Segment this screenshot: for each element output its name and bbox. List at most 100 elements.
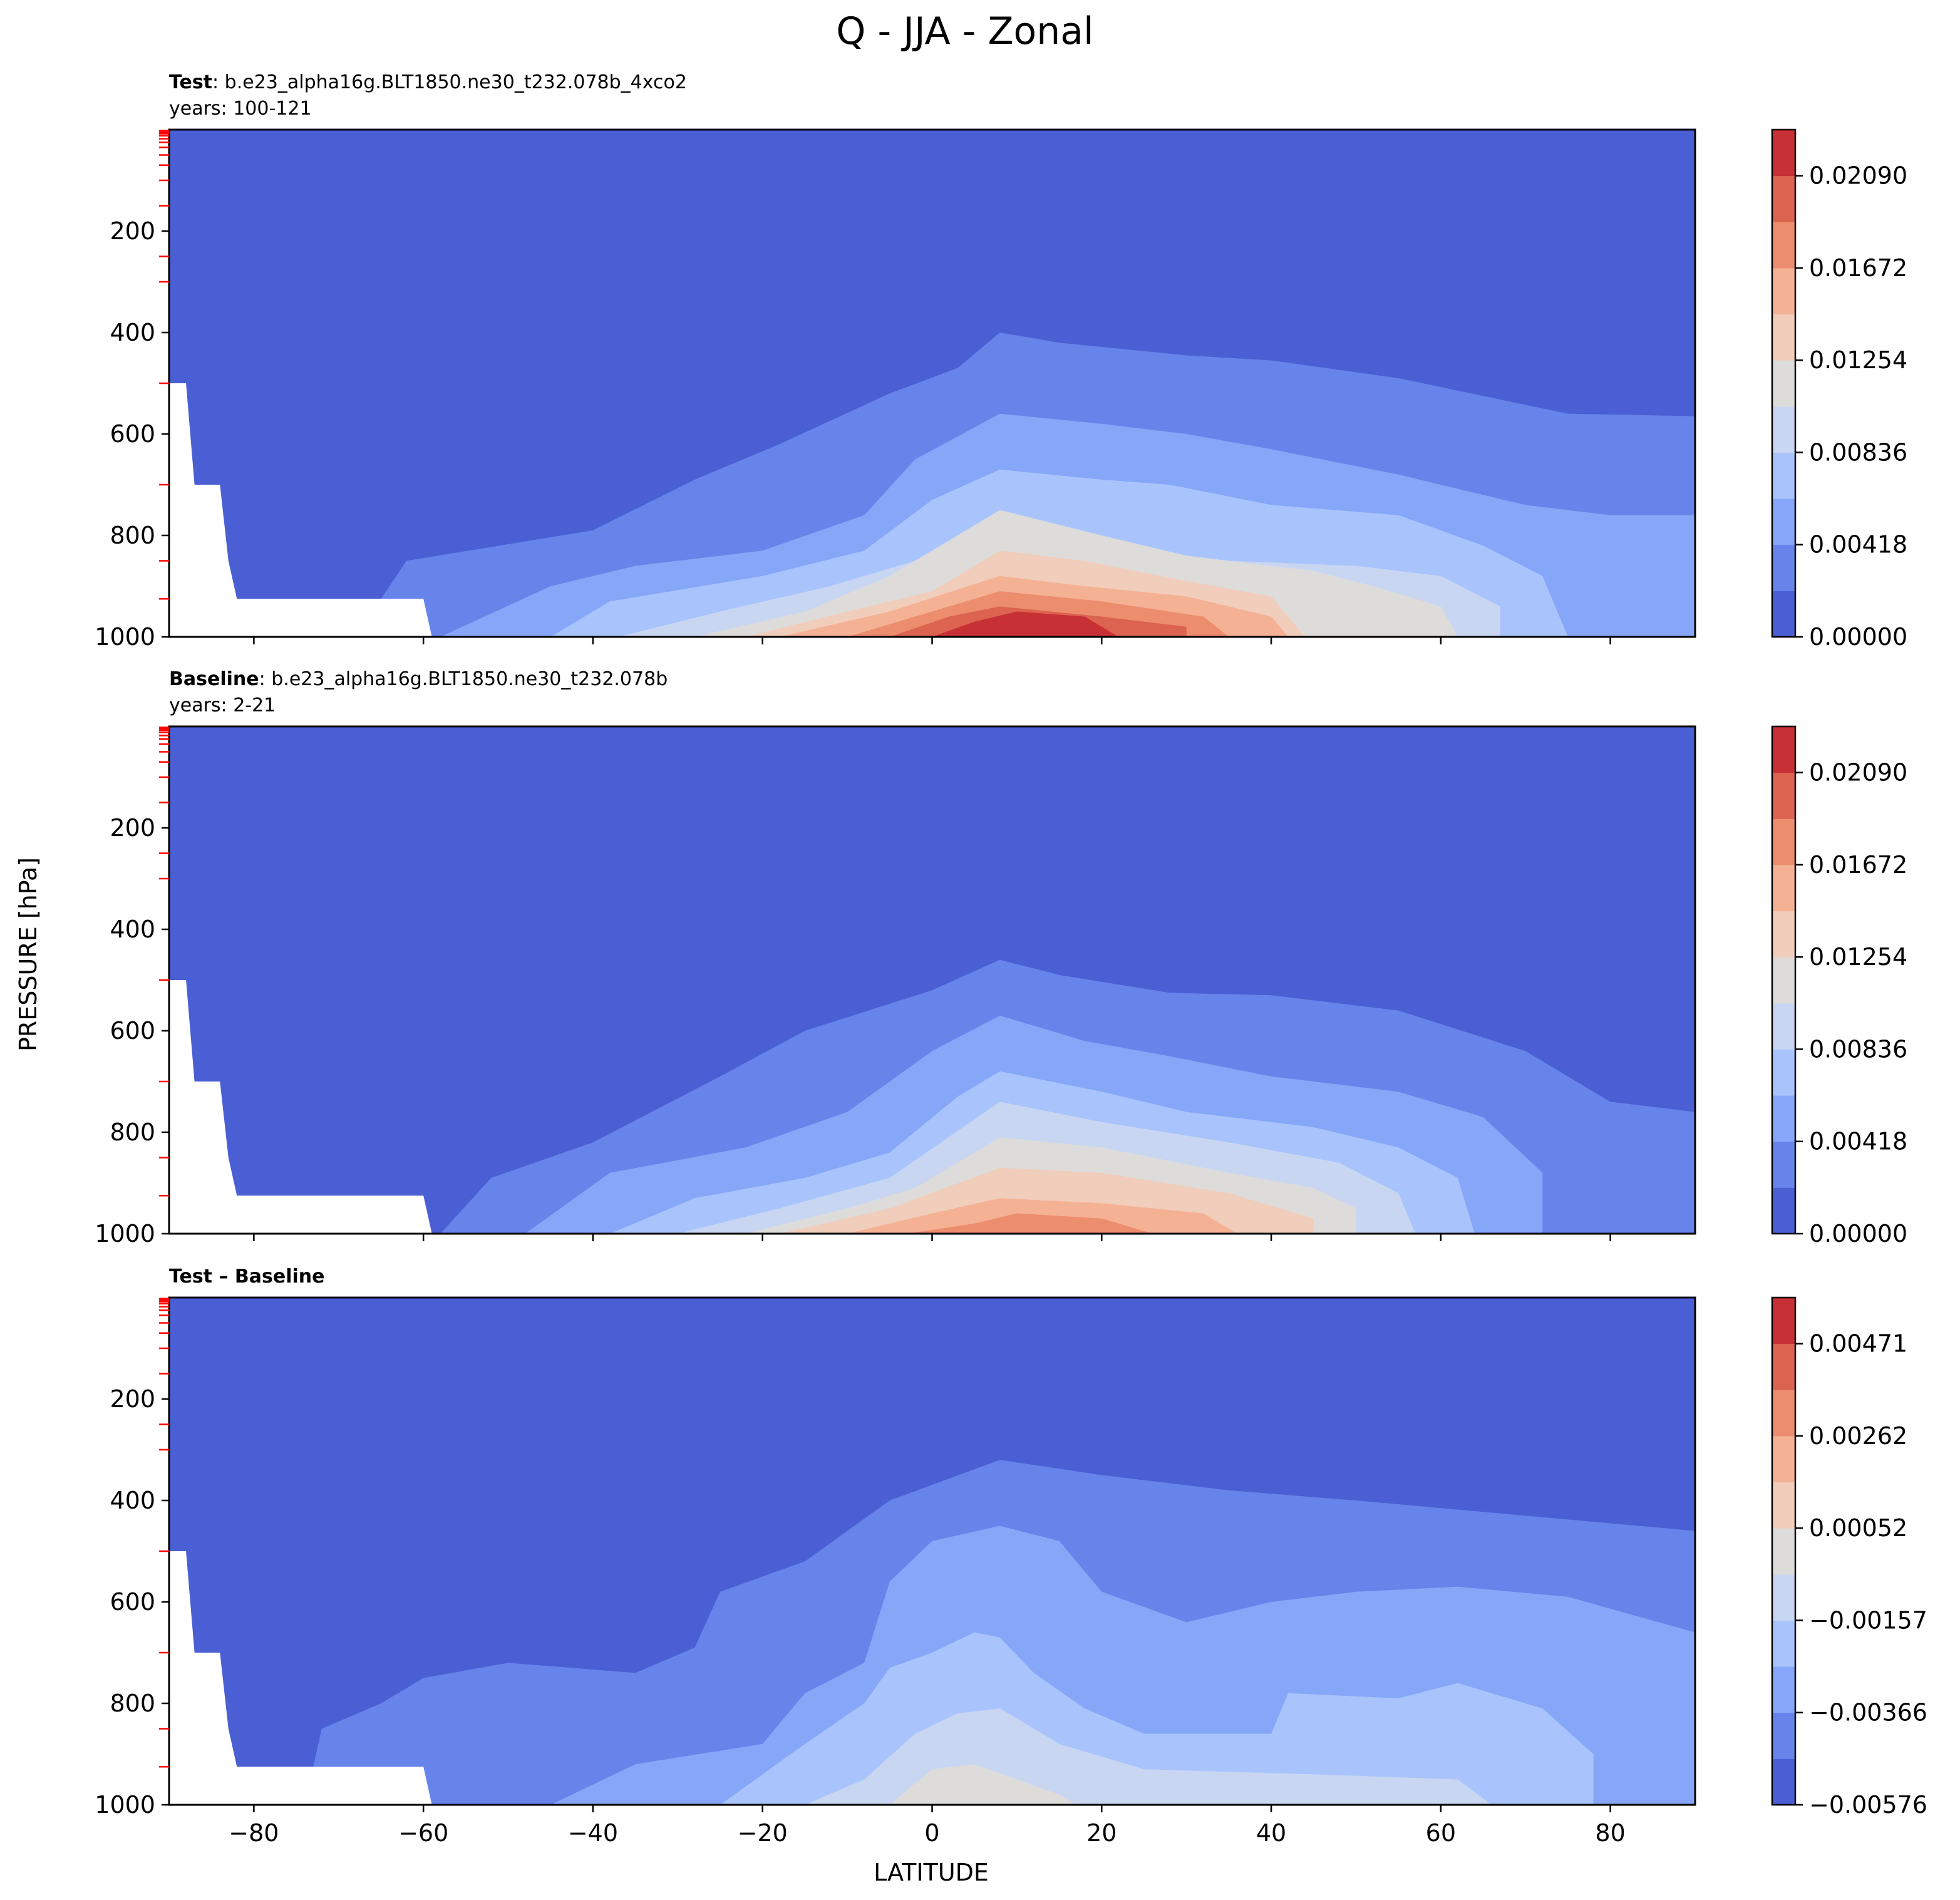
y-tick-label: 400: [110, 319, 155, 346]
colorbar-segment: [1772, 957, 1795, 1004]
y-tick-label: 800: [110, 1690, 155, 1717]
colorbar-segment: [1772, 175, 1795, 222]
colorbar-segment: [1772, 406, 1795, 453]
colorbar-tick-label: 0.02090: [1809, 162, 1907, 190]
y-tick-label: 200: [110, 217, 155, 245]
colorbar-segment: [1772, 1298, 1795, 1345]
colorbar-segment: [1772, 1758, 1795, 1805]
colorbar-tick-label: 0.00262: [1809, 1422, 1907, 1450]
colorbar-segment: [1772, 1343, 1795, 1390]
contour-level-5: [889, 1764, 1076, 1805]
colorbar-tick-label: −0.00576: [1809, 1791, 1927, 1819]
colorbar-tick-label: 0.01672: [1809, 851, 1907, 879]
colorbar-segment: [1772, 772, 1795, 819]
contour-level-10: [932, 611, 1119, 637]
topography-mask: [169, 383, 432, 637]
colorbar-frame: [1771, 725, 1797, 1235]
x-tick-label: 80: [1595, 1819, 1625, 1847]
colorbar-tick-label: 0.00000: [1809, 623, 1907, 651]
contour-fills: [169, 130, 1695, 637]
x-tick-label: −20: [738, 1819, 788, 1847]
colorbar-tick-label: −0.00157: [1809, 1606, 1927, 1634]
colorbar-segment: [1772, 911, 1795, 958]
y-tick-label: 800: [110, 522, 155, 549]
x-tick-label: 40: [1256, 1819, 1286, 1847]
panel-subtitle: Test: b.e23_alpha16g.BLT1850.ne30_t232.0…: [169, 71, 687, 93]
colorbar-segment: [1772, 1482, 1795, 1529]
colorbar-tick-label: 0.00471: [1809, 1330, 1907, 1358]
colorbar-segment: [1772, 1187, 1795, 1234]
panel-subtitle-bold: Baseline: [169, 668, 259, 690]
panel-subtitle-case: : b.e23_alpha16g.BLT1850.ne30_t232.078b_…: [212, 71, 687, 93]
y-tick-label: 200: [110, 814, 155, 842]
colorbar-segment: [1772, 1574, 1795, 1621]
colorbar-segment: [1772, 360, 1795, 407]
contour-level-8: [906, 1213, 1153, 1234]
colorbar-segment: [1772, 1141, 1795, 1188]
colorbar-segment: [1772, 1435, 1795, 1483]
colorbar-tick-label: 0.00836: [1809, 438, 1907, 466]
y-tick-label: 1000: [95, 1791, 155, 1819]
figure-title: Q - JJA - Zonal: [836, 9, 1093, 53]
y-tick-label: 1000: [95, 623, 155, 651]
colorbar-frame: [1771, 128, 1797, 638]
colorbar-segment: [1772, 864, 1795, 912]
colorbar-segment: [1772, 1712, 1795, 1759]
panel-subtitle-bold: Test – Baseline: [169, 1266, 325, 1288]
x-axis-label: LATITUDE: [874, 1859, 989, 1886]
y-tick-label: 1000: [95, 1220, 155, 1247]
colorbar-segment: [1772, 314, 1795, 361]
colorbar-segment: [1772, 1528, 1795, 1575]
colorbar: 0.00000 0.00418 0.00836 0.01254 0.01672 0.020…: [1771, 725, 1907, 1247]
colorbar: −0.00576 −0.00366 −0.00157 0.00052 0.00262 0.…: [1771, 1296, 1927, 1819]
colorbar-tick-label: 0.00418: [1809, 531, 1907, 559]
x-tick-label: −80: [229, 1819, 279, 1847]
colorbar-segment: [1772, 1390, 1795, 1437]
colorbar-segment: [1772, 1620, 1795, 1667]
y-tick-label: 400: [110, 1487, 155, 1514]
colorbar-segment: [1772, 544, 1795, 591]
x-tick-label: 60: [1426, 1819, 1456, 1847]
colorbar-tick-label: 0.00836: [1809, 1035, 1907, 1063]
colorbar-segment: [1772, 1095, 1795, 1142]
colorbar-segment: [1772, 222, 1795, 269]
panel-years: years: 100-121: [169, 98, 312, 120]
colorbar-segment: [1772, 818, 1795, 865]
y-tick-label: 200: [110, 1385, 155, 1413]
contour-fills: [169, 1298, 1695, 1805]
colorbar-segment: [1772, 591, 1795, 638]
y-tick-label: 800: [110, 1118, 155, 1146]
contour-fills: [169, 726, 1695, 1234]
x-tick-label: 20: [1086, 1819, 1117, 1847]
colorbar-segment: [1772, 1003, 1795, 1050]
colorbar-tick-label: 0.01254: [1809, 943, 1907, 971]
colorbar-segment: [1772, 498, 1795, 545]
colorbar-tick-label: 0.00000: [1809, 1220, 1907, 1247]
colorbar-tick-label: −0.00366: [1809, 1699, 1927, 1727]
colorbar-segment: [1772, 726, 1795, 773]
y-tick-label: 600: [110, 1017, 155, 1045]
colorbar: 0.00000 0.00418 0.00836 0.01254 0.01672 0.020…: [1771, 128, 1907, 651]
panel-2: Baseline: b.e23_alpha16g.BLT1850.ne30_t2…: [95, 668, 1907, 1247]
colorbar-tick-label: 0.02090: [1809, 759, 1907, 787]
colorbar-segment: [1772, 130, 1795, 177]
x-tick-label: 0: [924, 1819, 939, 1847]
colorbar-tick-label: 0.00052: [1809, 1514, 1907, 1542]
topography-mask: [169, 980, 432, 1234]
panel-years: years: 2-21: [169, 694, 276, 716]
panel-subtitle-case: : b.e23_alpha16g.BLT1850.ne30_t232.078b: [259, 668, 668, 690]
colorbar-segment: [1772, 1049, 1795, 1096]
panel-subtitle: Test – Baseline: [169, 1266, 325, 1288]
y-tick-label: 600: [110, 1588, 155, 1616]
colorbar-tick-label: 0.01672: [1809, 254, 1907, 282]
colorbar-segment: [1772, 267, 1795, 315]
x-tick-label: −60: [398, 1819, 448, 1847]
panel-1: Test: b.e23_alpha16g.BLT1850.ne30_t232.0…: [95, 71, 1907, 651]
panel-subtitle-bold: Test: [169, 71, 212, 93]
y-tick-label: 400: [110, 916, 155, 943]
colorbar-segment: [1772, 1666, 1795, 1713]
colorbar-tick-label: 0.01254: [1809, 346, 1907, 374]
colorbar-tick-label: 0.00418: [1809, 1128, 1907, 1155]
